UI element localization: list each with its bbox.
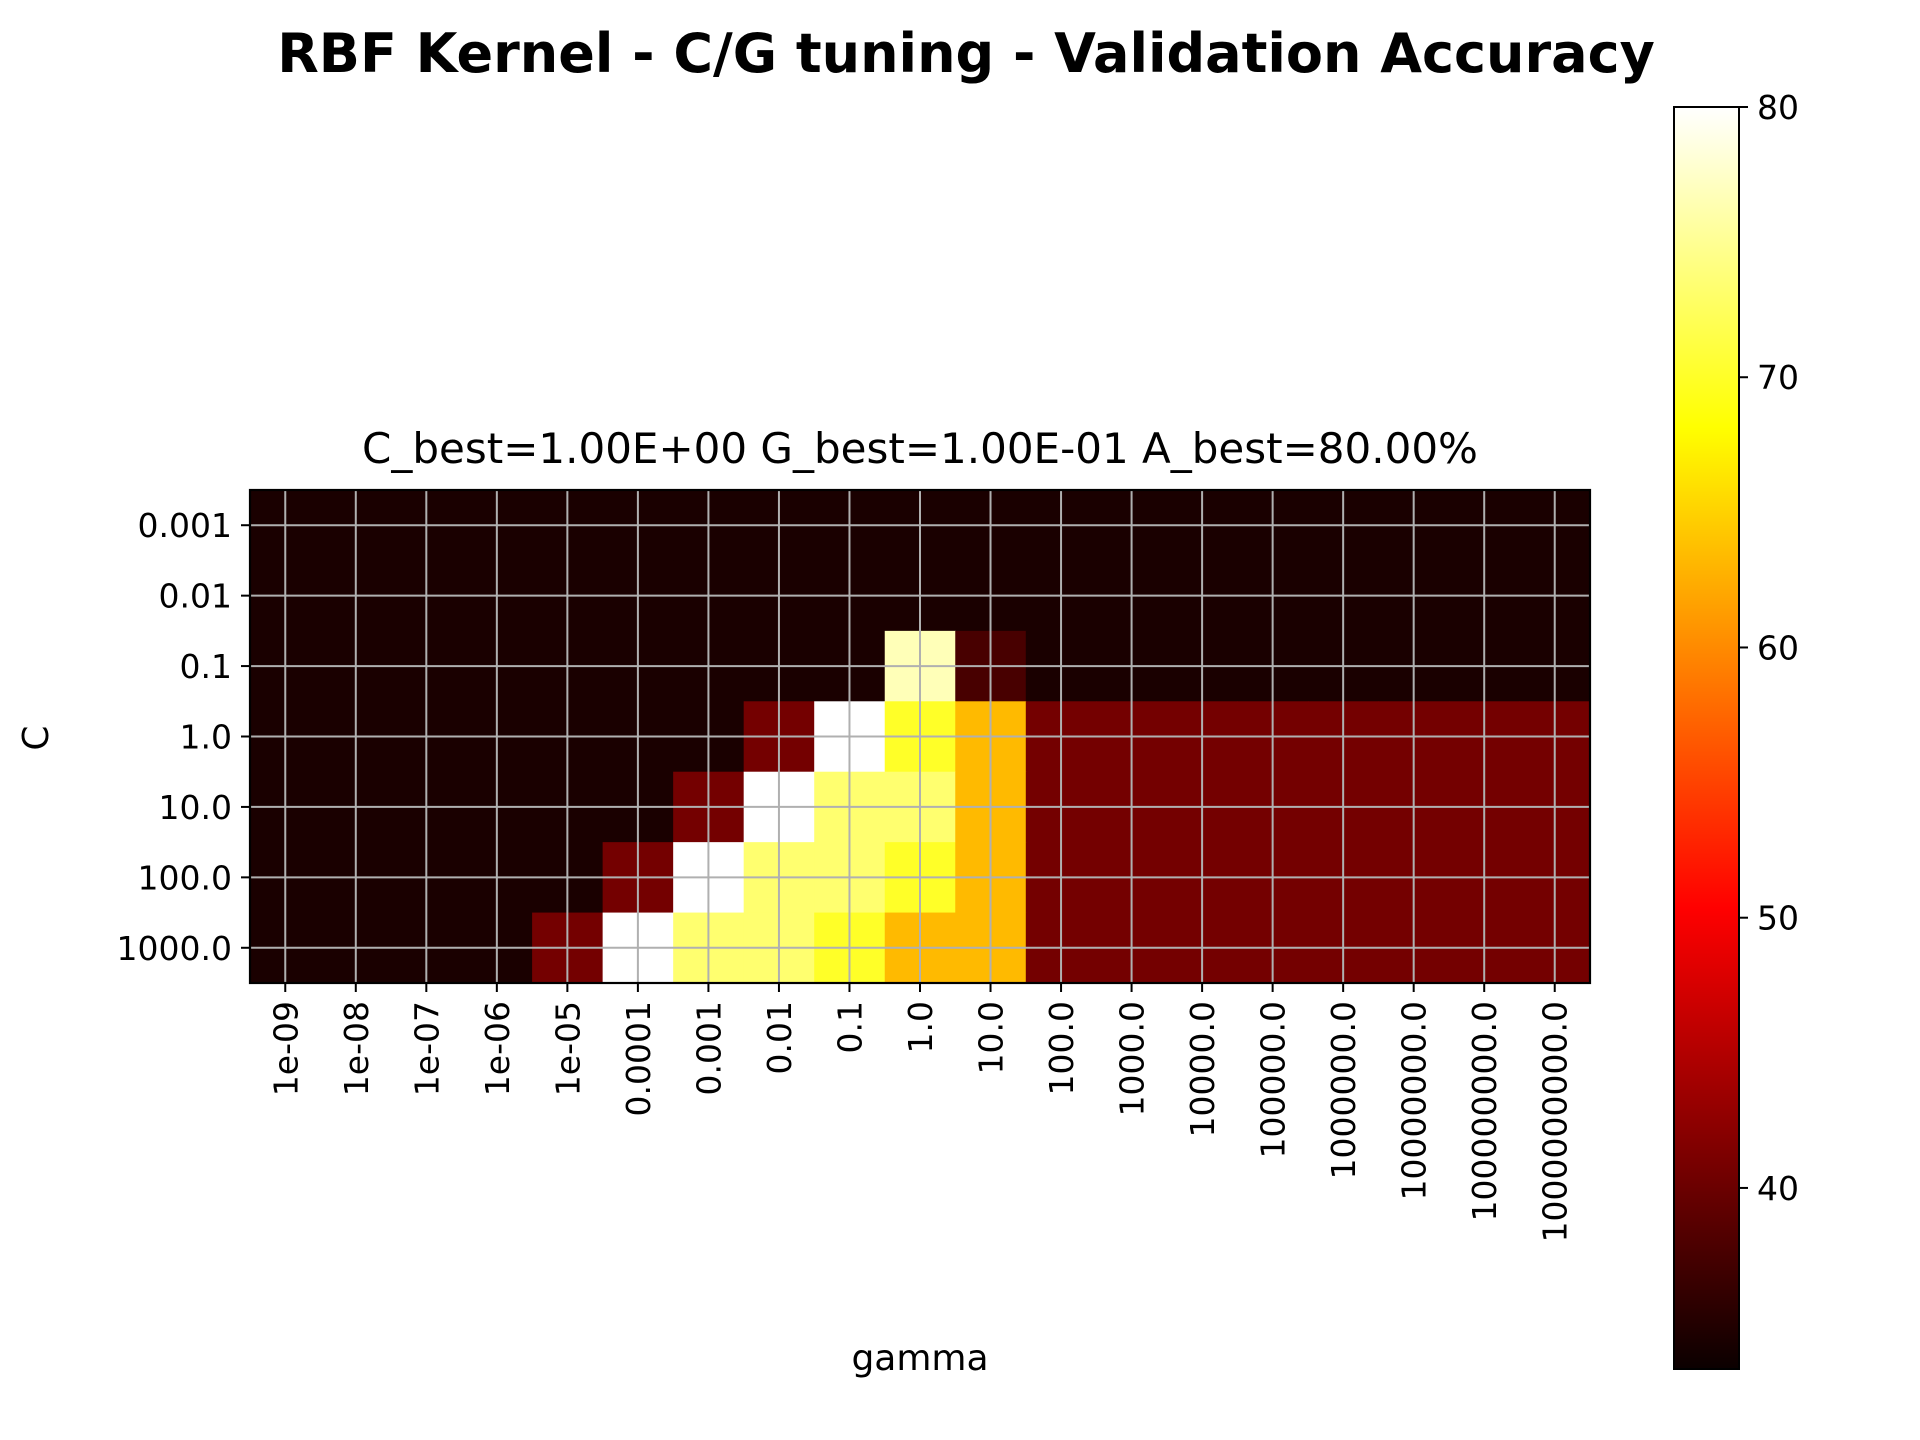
x-tick-label: 1e-05 [548,1001,587,1096]
x-tick-label: 1.0 [901,1001,940,1053]
y-axis-label: C [16,725,57,750]
x-tick-label: 0.001 [689,1001,728,1095]
chart-subtitle: C_best=1.00E+00 G_best=1.00E-01 A_best=8… [362,424,1478,473]
x-tick-label: 10.0 [972,1001,1011,1074]
colorbar [1673,106,1740,1370]
x-tick-label: 1e-07 [407,1001,446,1096]
x-tick-label: 1e-08 [337,1001,376,1096]
colorbar-tick-label: 70 [1757,358,1799,397]
x-tick-label: 100000000.0 [1465,1001,1504,1221]
x-tick-label: 0.01 [760,1001,799,1074]
x-tick-label: 1000000000.0 [1536,1001,1575,1242]
x-tick-label: 0.1 [830,1001,869,1053]
x-tick-label: 10000000.0 [1395,1001,1434,1200]
colorbar-tick-label: 50 [1757,899,1799,938]
x-tick-label: 1e-06 [478,1001,517,1096]
x-axis-label: gamma [851,1338,988,1379]
y-tick-label: 1000.0 [117,929,232,968]
colorbar-tick-label: 80 [1757,88,1799,127]
y-tick-label: 0.01 [159,577,232,616]
colorbar-ticks: 40 50 60 70 80 [1739,88,1799,1208]
y-tick-label: 100.0 [138,858,232,897]
colorbar-tick-label: 40 [1757,1169,1799,1208]
y-tick-label: 0.1 [180,647,232,686]
x-tick-label: 10000.0 [1183,1001,1222,1137]
x-tick-label: 1000.0 [1113,1001,1152,1116]
colorbar-tick-label: 60 [1757,628,1799,667]
x-tick-label: 1e-09 [266,1001,305,1096]
y-axis-ticks: 0.001 0.01 0.1 1.0 10.0 100.0 1000.0 [117,506,250,968]
x-tick-label: 1000000.0 [1324,1001,1363,1179]
y-tick-label: 1.0 [180,718,232,757]
x-tick-label: 100.0 [1042,1001,1081,1095]
y-tick-label: 0.001 [138,506,232,545]
y-tick-label: 10.0 [159,788,232,827]
x-tick-label: 0.0001 [619,1001,658,1116]
grid-lines [250,490,1590,983]
x-axis-ticks: 1e-09 1e-08 1e-07 1e-06 1e-05 0.0001 0.001 0.01… [266,983,1575,1242]
chart-title: RBF Kernel - C/G tuning - Validation Acc… [277,22,1655,85]
x-tick-label: 100000.0 [1254,1001,1293,1158]
